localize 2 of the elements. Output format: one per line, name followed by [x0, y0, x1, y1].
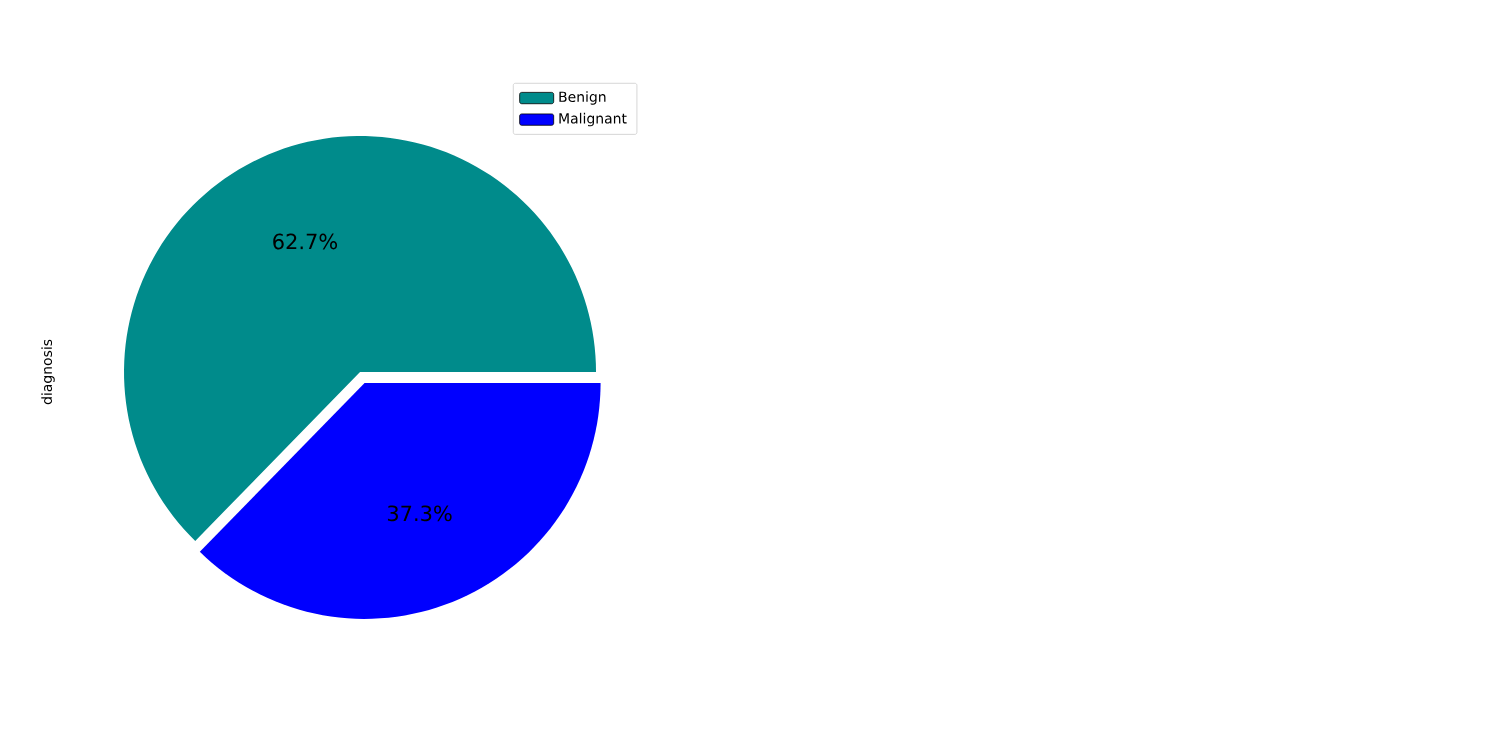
data-label: 37.3%: [387, 505, 452, 522]
data-label: 62.7%: [273, 233, 338, 250]
